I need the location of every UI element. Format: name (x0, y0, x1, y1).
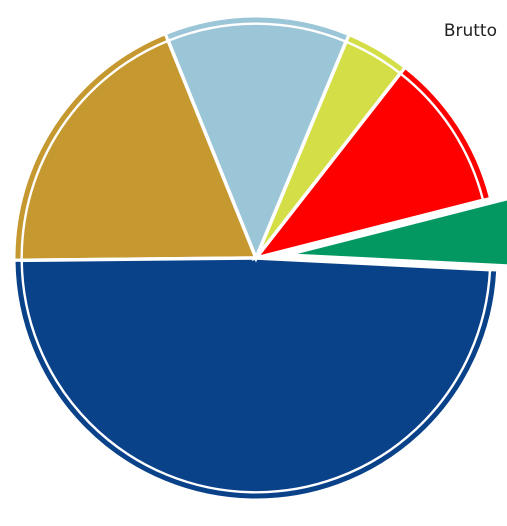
pie-slice-3 (251, 66, 491, 261)
pie-slice-rim-gap (167, 22, 347, 43)
pie-slice-0 (14, 33, 259, 263)
pie-slice-1 (14, 256, 498, 500)
pie-slice-rim-gap (399, 72, 485, 201)
pie-slice-rim (15, 35, 167, 259)
pie-slice-rim-gap (20, 39, 169, 261)
pie-slice-rim-gap (20, 260, 492, 494)
pie-slice-rim (402, 69, 489, 199)
pie-slice-rim (15, 261, 497, 499)
pie-slice-rim (347, 36, 403, 72)
pie-slice-5 (163, 16, 351, 263)
pie-slice-wedge (14, 256, 498, 500)
slices-layer (14, 16, 507, 500)
pie-slice-2 (285, 196, 507, 268)
pie-slice-rim-gap (345, 40, 401, 75)
legend-label: Brutto (444, 21, 497, 41)
pie-slice-rim (167, 17, 347, 40)
pie-slice-wedge (285, 196, 507, 268)
